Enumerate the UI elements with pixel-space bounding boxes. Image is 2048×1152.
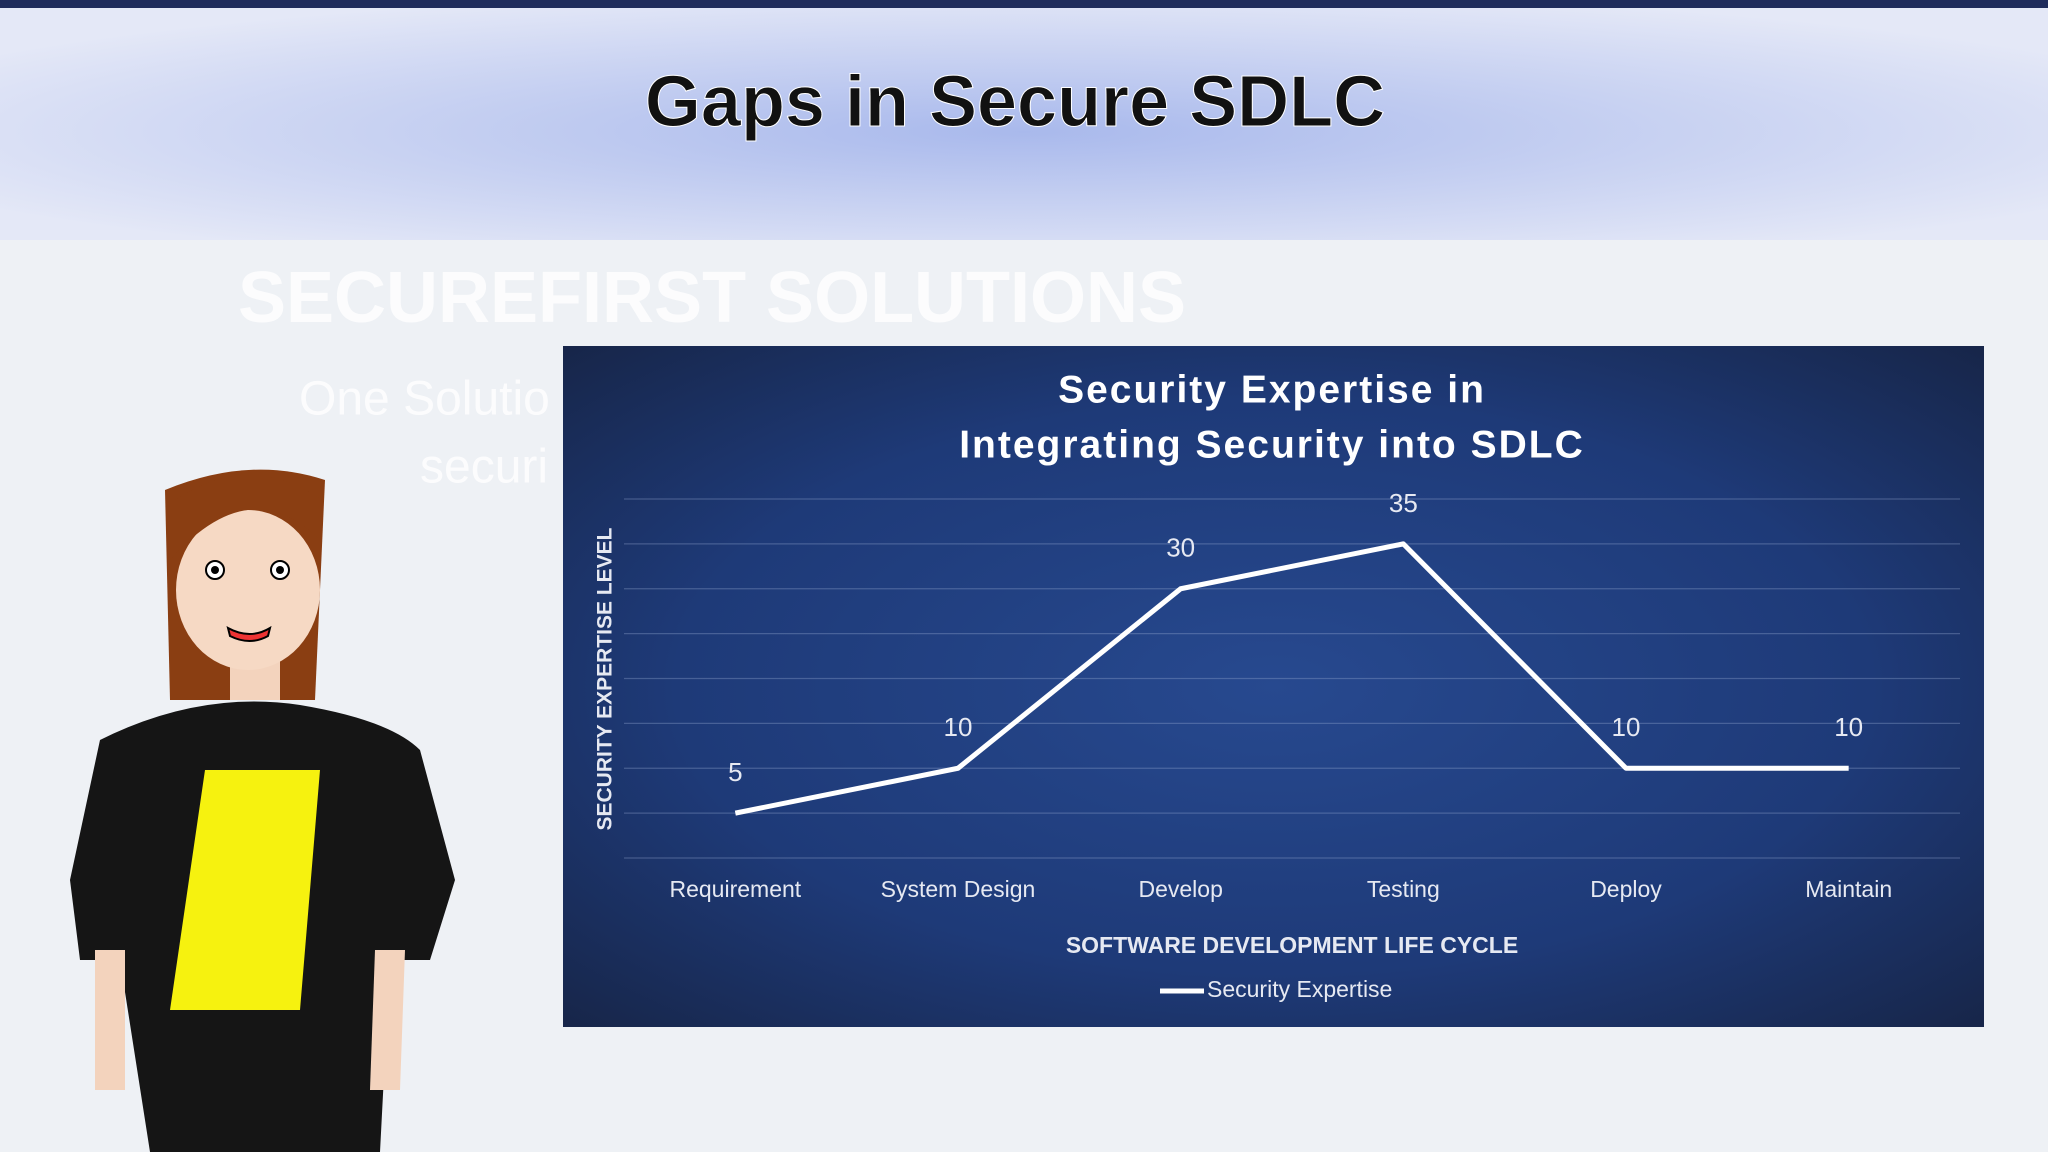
data-label: 10 [944, 712, 973, 742]
series-line [734, 541, 1849, 816]
x-tick-label: Maintain [1805, 876, 1892, 902]
data-label: 10 [1612, 712, 1641, 742]
data-label: 30 [1166, 533, 1195, 563]
x-tick-label: Requirement [669, 876, 801, 902]
data-label: 5 [728, 757, 742, 787]
top-bar [0, 0, 2048, 8]
background-text: One Solutio [299, 373, 550, 426]
y-axis-title: SECURITY EXPERTISE LEVEL [594, 527, 617, 830]
x-tick-label: Testing [1367, 876, 1440, 902]
legend-label: Security Expertise [1207, 976, 1392, 1002]
data-label: 35 [1389, 488, 1418, 518]
x-tick-label: Develop [1138, 876, 1222, 902]
background-text: securi [420, 441, 548, 494]
header-band [0, 0, 2048, 240]
data-label: 10 [1834, 712, 1863, 742]
x-tick-label: Deploy [1590, 876, 1662, 902]
chart-panel [563, 346, 1984, 1027]
character [70, 469, 455, 1152]
slide-title: Gaps in Secure SDLC [645, 62, 1385, 142]
x-axis-title: SOFTWARE DEVELOPMENT LIFE CYCLE [1066, 932, 1518, 958]
chart-title: Security Expertise in [1058, 368, 1486, 411]
x-tick-label: System Design [881, 876, 1036, 902]
background-text: SECUREFIRST SOLUTIONS [238, 258, 1186, 338]
chart-title: Integrating Security into SDLC [959, 423, 1585, 466]
